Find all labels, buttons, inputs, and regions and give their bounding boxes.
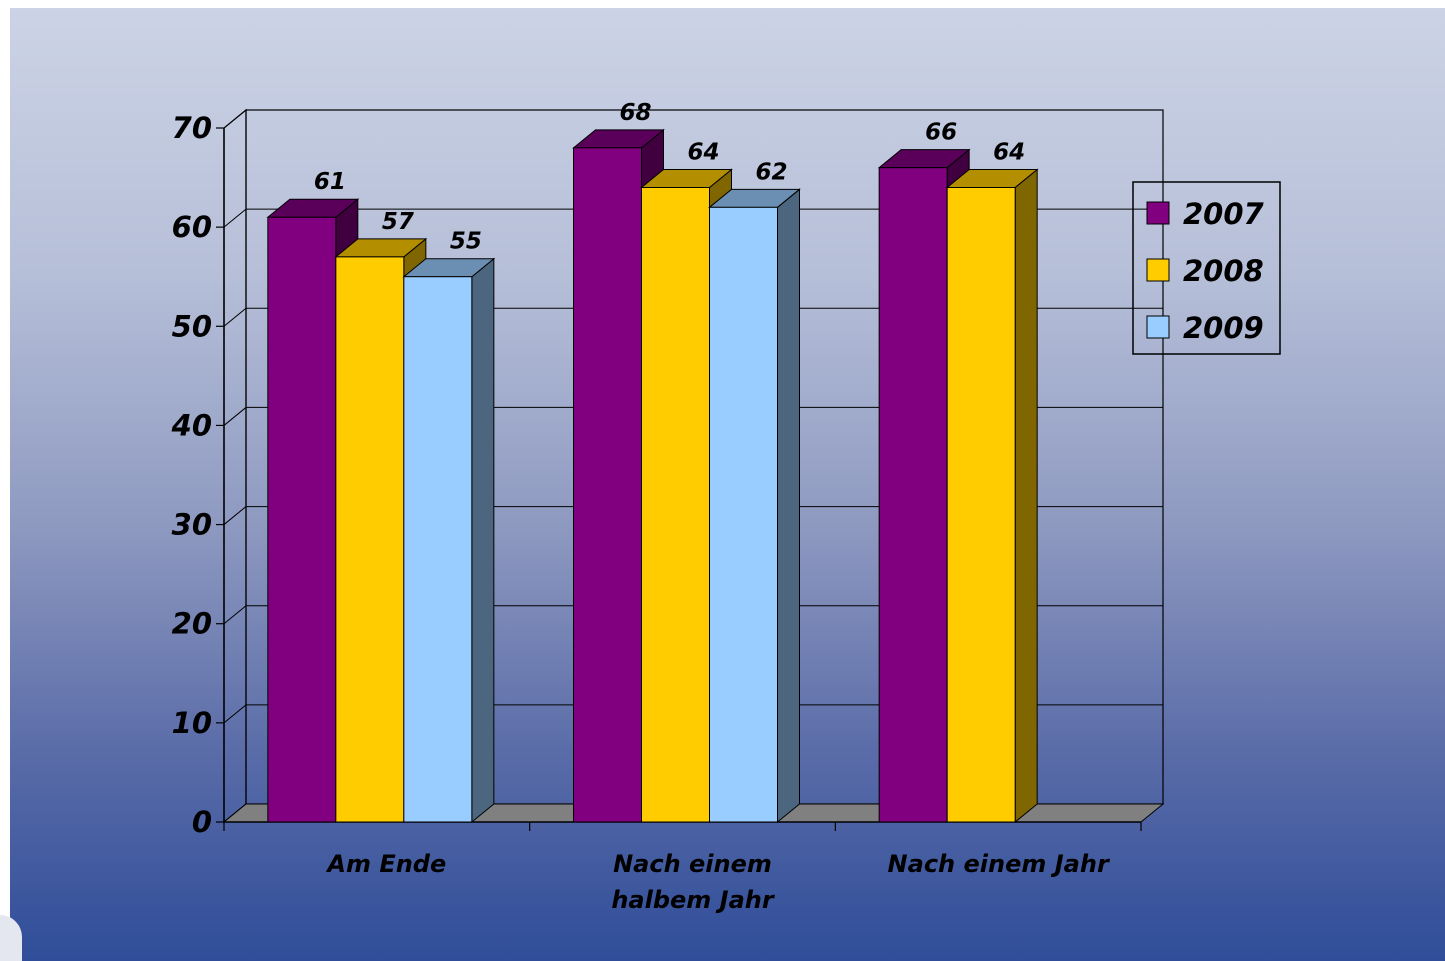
y-tick-label: 60 bbox=[172, 210, 212, 244]
bar-side bbox=[777, 188, 800, 824]
bar-2007-2 bbox=[878, 167, 948, 823]
legend-swatch bbox=[1146, 315, 1170, 339]
data-label: 55 bbox=[450, 229, 482, 255]
category-label: Nach einem bbox=[613, 850, 772, 878]
legend-label: 2007 bbox=[1183, 197, 1265, 231]
legend-swatch bbox=[1146, 258, 1170, 282]
bar-side bbox=[471, 257, 495, 824]
gridline-side bbox=[223, 605, 247, 625]
legend-swatch bbox=[1146, 201, 1170, 225]
y-tick-label: 10 bbox=[172, 706, 212, 740]
y-tick-label: 30 bbox=[172, 508, 212, 542]
bar-2008-1 bbox=[641, 186, 710, 823]
side-wall bbox=[223, 108, 247, 824]
chart-legend: 2007 2008 2009 bbox=[1132, 181, 1281, 355]
chart-value-labels: 61 57 55 68 64 62 66 64 bbox=[314, 100, 1025, 255]
gridline-side bbox=[223, 506, 247, 525]
bar-2009-0 bbox=[403, 276, 473, 823]
data-label: 64 bbox=[993, 139, 1025, 165]
gridline-side bbox=[223, 109, 247, 129]
y-tick-label: 50 bbox=[172, 309, 212, 343]
gridline-side bbox=[223, 704, 247, 724]
bar-2008-0 bbox=[335, 256, 405, 823]
data-label: 68 bbox=[619, 100, 651, 126]
data-label: 61 bbox=[314, 169, 346, 195]
bar-2007-1 bbox=[573, 147, 642, 823]
data-label: 57 bbox=[382, 209, 414, 235]
y-tick-label: 70 bbox=[172, 111, 212, 145]
category-label: Am Ende bbox=[325, 850, 446, 878]
gridline-side bbox=[223, 307, 247, 327]
bar-side bbox=[1014, 168, 1038, 824]
data-label: 64 bbox=[687, 139, 719, 165]
gridline-side bbox=[223, 208, 247, 228]
legend-label: 2009 bbox=[1183, 311, 1264, 345]
bar-2008-2 bbox=[946, 186, 1016, 823]
bar-2007-0 bbox=[267, 216, 337, 823]
gridline-side bbox=[223, 407, 247, 426]
chart-bars bbox=[266, 128, 1039, 824]
y-tick-label: 40 bbox=[171, 408, 212, 442]
legend-label: 2008 bbox=[1183, 254, 1264, 288]
y-tick-label: 20 bbox=[172, 607, 212, 641]
legend-box bbox=[1132, 181, 1281, 355]
chart-category-labels: Am Ende Nach einem halbem Jahr Nach einem J… bbox=[325, 850, 1111, 914]
data-label: 66 bbox=[925, 120, 957, 146]
category-label: halbem Jahr bbox=[611, 886, 776, 914]
data-label: 62 bbox=[755, 159, 787, 185]
category-label: Nach einem Jahr bbox=[888, 850, 1111, 878]
bar-2009-1 bbox=[709, 206, 778, 823]
y-tick-label: 0 bbox=[192, 805, 212, 839]
slide-corner-decoration bbox=[0, 915, 22, 961]
